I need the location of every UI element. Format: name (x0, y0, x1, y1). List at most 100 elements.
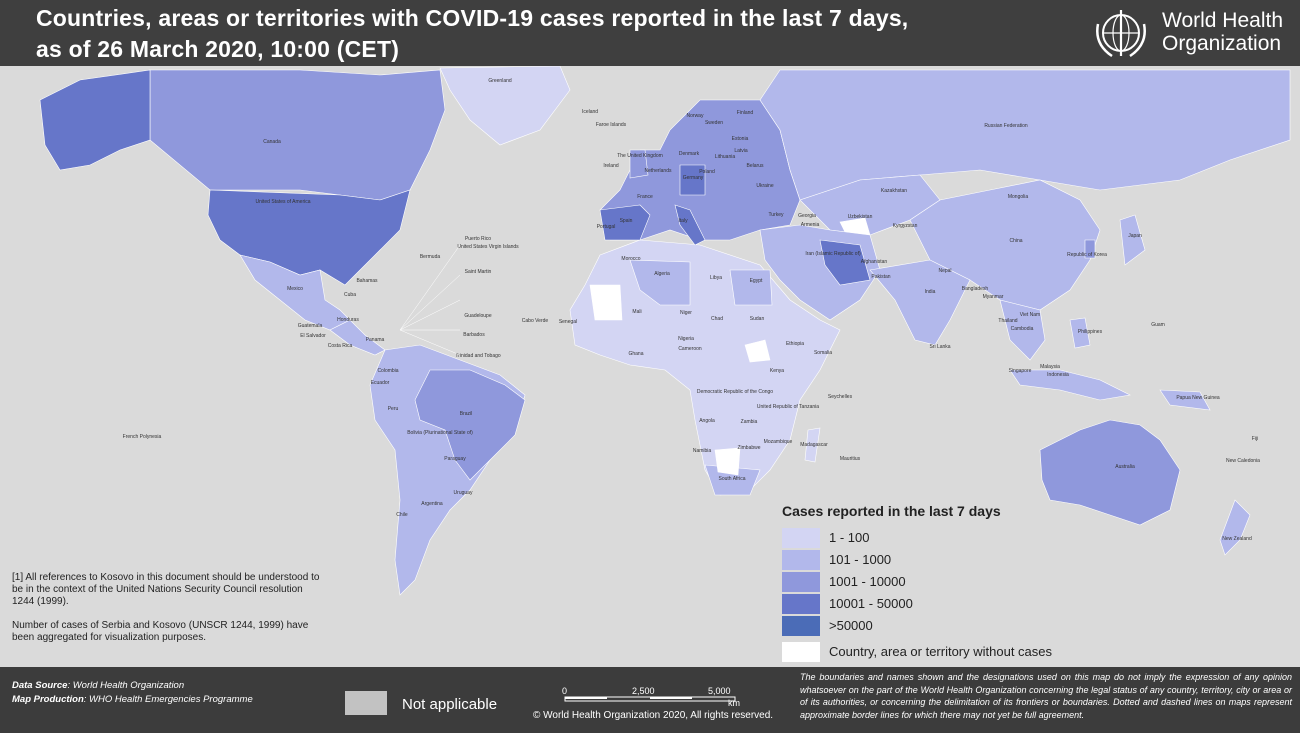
map-label: Bermuda (420, 254, 441, 260)
map-label: Costa Rica (328, 343, 353, 349)
map-label: India (925, 289, 936, 295)
leader-line (399, 244, 461, 331)
map-label: The United Kingdom (617, 153, 663, 159)
map-label: Netherlands (645, 168, 672, 174)
regions (39, 65, 1291, 596)
map-label: Mauritius (840, 456, 861, 462)
legend-swatch (782, 572, 820, 592)
map-label: Lithuania (715, 154, 736, 160)
country-region (439, 65, 571, 146)
map-label: Denmark (679, 151, 700, 157)
map-label: Uruguay (454, 490, 473, 496)
map-label: Greenland (488, 78, 512, 84)
map-label: Mexico (287, 286, 303, 292)
map-label: Morocco (621, 256, 640, 262)
map-label: Zimbabwe (737, 445, 760, 451)
country-region (759, 69, 1291, 201)
map-label: Portugal (597, 224, 616, 230)
country-region (39, 69, 151, 171)
map-label: Myanmar (983, 294, 1004, 300)
map-label: Kazakhstan (881, 188, 907, 194)
map-production-text: : WHO Health Emergencies Programme (83, 694, 253, 705)
map-label: Guatemala (298, 323, 323, 329)
map-label: Italy (678, 218, 688, 224)
map-label: United Republic of Tanzania (757, 404, 819, 410)
legend-swatch (782, 616, 820, 636)
map-label: Australia (1115, 464, 1135, 470)
country-region (819, 239, 871, 286)
country-region (804, 427, 821, 463)
map-label: China (1009, 238, 1022, 244)
map-label: Peru (388, 406, 399, 412)
map-label: Guam (1151, 322, 1165, 328)
country-region (744, 339, 771, 363)
scale-bar-segment (565, 697, 607, 699)
legend-label: 1001 - 10000 (829, 574, 906, 589)
legend-label: Country, area or territory without cases (829, 644, 1053, 659)
note: [1] All references to Kosovo in this doc… (12, 572, 320, 607)
leader-line (399, 329, 461, 356)
country-region (869, 259, 971, 346)
map-label: Cuba (344, 292, 356, 298)
map-label: Colombia (377, 368, 398, 374)
map-label: Democratic Republic of the Congo (697, 389, 773, 395)
map-label: Spain (620, 218, 633, 224)
map-label: Iran (Islamic Republic of) (805, 251, 861, 257)
title-line: as of 26 March 2020, 10:00 (CET) (36, 36, 400, 62)
map-label: Trinidad and Tobago (455, 353, 501, 359)
map-label: Latvia (734, 148, 748, 154)
legend-label: 101 - 1000 (829, 552, 892, 567)
map-label: Germany (683, 175, 704, 181)
map-label: Cambodia (1011, 326, 1034, 332)
title-line: Countries, areas or territories with COV… (36, 5, 909, 31)
country-region (629, 259, 691, 306)
map-label: Honduras (337, 317, 359, 323)
map-label: Faroe Islands (596, 122, 627, 128)
map-label: Georgia (798, 213, 816, 219)
map-label: Chad (711, 316, 723, 322)
map-label: Poland (699, 169, 715, 175)
map-label: Bangladesh (962, 286, 989, 292)
map-label: Algeria (654, 271, 670, 277)
map-label: Namibia (693, 448, 712, 454)
country-region (704, 464, 761, 496)
map-production: Map Production: WHO Health Emergencies P… (12, 694, 253, 705)
map-label: Seychelles (828, 394, 853, 400)
map-label: Republic of Korea (1067, 252, 1107, 258)
map-label: Panama (366, 337, 385, 343)
map-label: South Africa (719, 476, 746, 482)
legend-label: >50000 (829, 618, 873, 633)
map-label: Kenya (770, 368, 784, 374)
legend-title: Cases reported in the last 7 days (782, 503, 1001, 519)
map-label: France (637, 194, 653, 200)
legend-swatch (782, 594, 820, 614)
map-label: Barbados (463, 332, 485, 338)
map-label: Mongolia (1008, 194, 1029, 200)
map-label: Ghana (628, 351, 643, 357)
map-label: Puerto Rico (465, 236, 491, 242)
map-label: Egypt (750, 278, 763, 284)
map-label: Niger (680, 310, 692, 316)
map-label: Brazil (460, 411, 473, 417)
map-label: Paraguay (444, 456, 466, 462)
not-applicable-label: Not applicable (402, 696, 498, 713)
not-applicable-swatch (345, 691, 387, 715)
country-region (999, 299, 1046, 361)
footer-bar (0, 667, 1300, 733)
legend-swatch (782, 550, 820, 570)
map-label: Philippines (1078, 329, 1103, 335)
data-source: Data Source: World Health Organization (12, 680, 184, 691)
map-label: Cabo Verde (522, 318, 549, 324)
country-region (1159, 389, 1211, 411)
map-label: Ireland (603, 163, 619, 169)
map-label: Japan (1128, 233, 1142, 239)
map-label: Pakistan (871, 274, 890, 280)
country-region (1084, 239, 1096, 259)
map-label: Estonia (732, 136, 749, 142)
scale-bar (564, 696, 736, 702)
map-label: Libya (710, 275, 722, 281)
map-label: Ukraine (756, 183, 773, 189)
map-label: Kyrgyzstan (893, 223, 918, 229)
country-region (239, 254, 351, 331)
